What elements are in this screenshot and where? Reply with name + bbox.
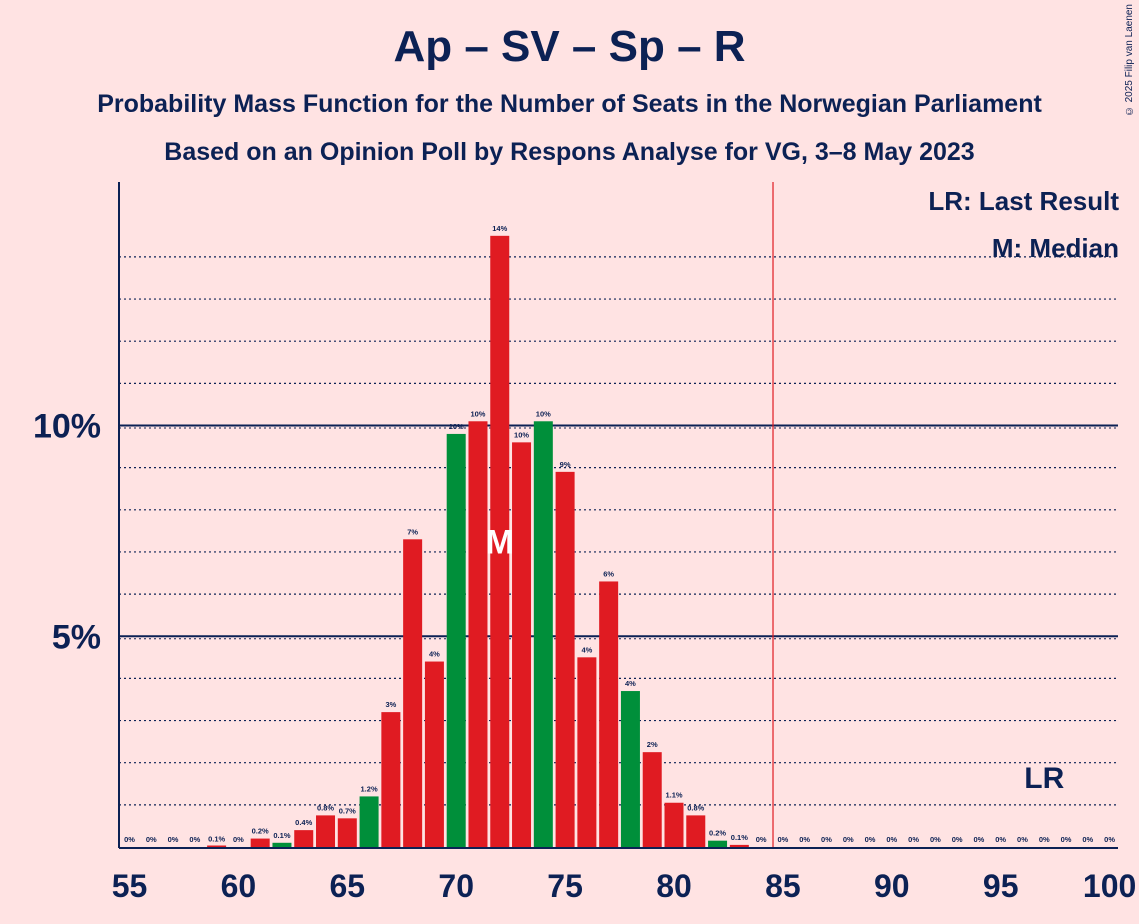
bar-61: [250, 838, 270, 847]
median-marker: M: [486, 523, 514, 561]
bar-label-66: 1.2%: [361, 784, 378, 793]
bar-75: [555, 471, 575, 847]
x-tick-label: 55: [112, 868, 148, 904]
bar-label-74: 10%: [536, 409, 551, 418]
bar-label-97: 0%: [1039, 835, 1050, 844]
x-tick-label: 95: [983, 868, 1019, 904]
chart-source: Based on an Opinion Poll by Respons Anal…: [164, 138, 975, 166]
chart-title: Ap – SV – Sp – R: [393, 22, 746, 71]
bar-63: [294, 830, 314, 847]
bar-label-82: 0.2%: [709, 829, 726, 838]
bar-label-84: 0%: [756, 835, 767, 844]
bar-label-76: 4%: [581, 645, 592, 654]
x-tick-label: 65: [330, 868, 366, 904]
bar-label-73: 10%: [514, 430, 529, 439]
x-tick-label: 70: [438, 868, 474, 904]
bar-label-57: 0%: [168, 835, 179, 844]
legend-last-result: LR: Last Result: [928, 186, 1119, 216]
chart-subtitle: Probability Mass Function for the Number…: [97, 90, 1042, 118]
bar-78: [620, 691, 640, 847]
bar-label-100: 0%: [1104, 835, 1115, 844]
y-tick-label: 10%: [33, 408, 101, 446]
bar-67: [381, 712, 401, 847]
bar-72: [490, 235, 510, 847]
bar-label-89: 0%: [865, 835, 876, 844]
legend-median: M: Median: [991, 233, 1119, 263]
bar-label-59: 0.1%: [208, 835, 225, 844]
x-tick-label: 60: [221, 868, 257, 904]
bar-label-65: 0.7%: [339, 806, 356, 815]
bar-label-75: 9%: [560, 460, 571, 469]
bar-label-88: 0%: [843, 835, 854, 844]
x-tick-label: 90: [874, 868, 910, 904]
bar-label-64: 0.8%: [317, 803, 334, 812]
bar-69: [424, 661, 444, 847]
bar-label-93: 0%: [952, 835, 963, 844]
bar-label-55: 0%: [124, 835, 135, 844]
bar-label-79: 2%: [647, 740, 658, 749]
x-tick-label: 80: [656, 868, 692, 904]
bar-label-69: 4%: [429, 650, 440, 659]
last-result-marker: LR: [1024, 762, 1064, 795]
bar-label-91: 0%: [908, 835, 919, 844]
bar-label-80: 1.1%: [665, 791, 682, 800]
bar-label-78: 4%: [625, 679, 636, 688]
bar-label-67: 3%: [385, 700, 396, 709]
bar-label-83: 0.1%: [731, 833, 748, 842]
bar-79: [642, 752, 662, 847]
bar-66: [359, 796, 379, 847]
bar-label-60: 0%: [233, 835, 244, 844]
bar-label-70: 10%: [449, 422, 464, 431]
bar-62: [272, 842, 292, 847]
bar-81: [686, 815, 706, 847]
bar-label-61: 0.2%: [252, 827, 269, 836]
x-tick-label: 100: [1083, 868, 1136, 904]
x-tick-label: 85: [765, 868, 801, 904]
bar-73: [512, 442, 532, 847]
bar-83: [729, 844, 749, 847]
bar-65: [337, 818, 357, 847]
bar-74: [533, 421, 553, 847]
bar-label-90: 0%: [886, 835, 897, 844]
bar-label-72: 14%: [492, 224, 507, 233]
bar-label-99: 0%: [1082, 835, 1093, 844]
bar-label-86: 0%: [799, 835, 810, 844]
bar-label-95: 0%: [995, 835, 1006, 844]
bar-label-68: 7%: [407, 527, 418, 536]
bar-label-94: 0%: [973, 835, 984, 844]
bar-68: [403, 539, 423, 847]
bar-80: [664, 802, 684, 847]
bar-label-63: 0.4%: [295, 818, 312, 827]
bar-label-85: 0%: [777, 835, 788, 844]
bar-label-62: 0.1%: [273, 831, 290, 840]
bar-label-56: 0%: [146, 835, 157, 844]
bar-label-87: 0%: [821, 835, 832, 844]
y-tick-label: 5%: [52, 618, 101, 656]
bar-label-96: 0%: [1017, 835, 1028, 844]
bar-71: [468, 421, 488, 847]
x-tick-label: 75: [547, 868, 583, 904]
bar-70: [446, 433, 466, 847]
bar-59: [207, 845, 227, 847]
bar-label-77: 6%: [603, 569, 614, 578]
bar-76: [577, 657, 597, 847]
bar-label-58: 0%: [189, 835, 200, 844]
bar-82: [708, 840, 728, 847]
bar-label-71: 10%: [470, 409, 485, 418]
bar-64: [316, 815, 336, 847]
bar-label-92: 0%: [930, 835, 941, 844]
bar-label-81: 0.8%: [687, 803, 704, 812]
bar-label-98: 0%: [1061, 835, 1072, 844]
bar-77: [599, 581, 619, 847]
